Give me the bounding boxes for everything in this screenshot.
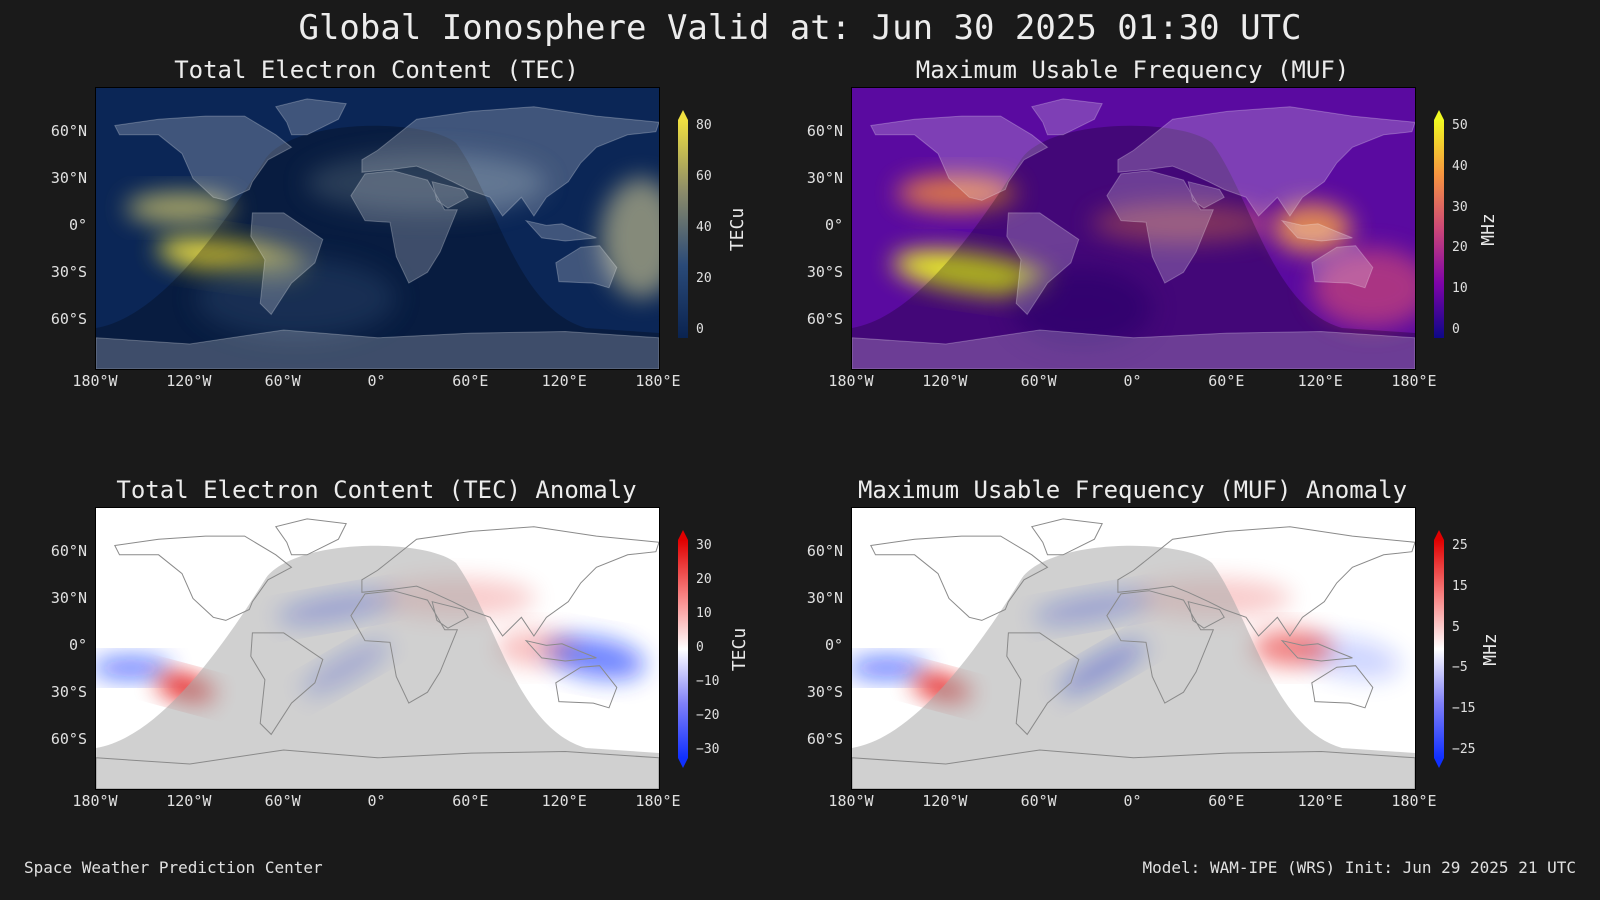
colorbar-tick-label: 20 [696,271,712,286]
lat-tick-label: 60°N [50,542,87,560]
colorbar-tick-label: −15 [1452,701,1476,717]
colorbar-tick-label: −10 [696,674,720,689]
lon-tick-label: 60°W [1020,792,1057,810]
lon-tick-label: 180°W [72,792,118,810]
colorbar-tick-label: 10 [1452,281,1468,297]
colorbar-tick-label: 0 [696,322,704,337]
lat-tick-label: 60°S [806,730,843,748]
lon-tick-label: 60°E [452,792,489,810]
lat-tick-label: 0° [68,636,87,654]
colorbar-tick-label: 60 [696,169,712,184]
lon-tick-label: 60°E [1208,792,1245,810]
lat-tick-label: 60°S [50,310,87,328]
colorbar [1434,530,1444,772]
colorbar-tick-label: 5 [1452,619,1460,635]
lat-tick-label: 30°S [806,263,843,281]
map-image [95,507,660,790]
lon-tick-label: 60°W [264,372,301,390]
lon-tick-label: 180°W [828,792,874,810]
lat-tick-label: 0° [824,216,843,234]
colorbar-tick-label: 15 [1452,578,1468,594]
lon-tick-label: 60°E [1208,372,1245,390]
colorbar-tick-label: −20 [696,708,720,723]
colorbar-tick-label: −5 [1452,660,1468,676]
colorbar-tick-label: −25 [1452,742,1476,757]
lat-tick-label: 30°N [806,589,843,607]
colorbar-tick-label: −30 [696,742,720,757]
lat-tick-label: 60°N [806,542,843,560]
lon-tick-label: 180°W [72,372,118,390]
lat-tick-label: 30°N [50,169,87,187]
lat-tick-label: 60°S [50,730,87,748]
colorbar [678,110,688,352]
lat-tick-label: 0° [824,636,843,654]
colorbar-tick-label: 10 [696,606,712,621]
colorbar-tick-label: 0 [696,640,704,655]
colorbar [678,530,688,772]
lon-tick-label: 180°W [828,372,874,390]
lon-tick-label: 0° [367,372,386,390]
colorbar-unit-label: TECu [729,627,751,672]
colorbar-tick-label: 0 [1452,322,1460,337]
lat-tick-label: 30°S [806,683,843,701]
colorbar [1434,110,1444,352]
lat-tick-label: 60°S [806,310,843,328]
colorbar-tick-label: 80 [696,118,712,133]
colorbar-tick-label: 20 [1452,240,1468,256]
lon-tick-label: 180°E [1391,792,1437,810]
footer-attribution: Space Weather Prediction Center [24,858,323,877]
lon-tick-label: 120°E [541,372,587,390]
lon-tick-label: 0° [1123,792,1142,810]
colorbar-tick-label: 50 [1452,118,1468,133]
lon-tick-label: 180°E [1391,372,1437,390]
lon-tick-label: 180°E [635,792,681,810]
colorbar-tick-label: 40 [1452,158,1468,174]
colorbar-unit-label: MHz [1477,213,1499,246]
panel-title: Total Electron Content (TEC) [174,56,579,84]
map-image [851,507,1416,790]
colorbar-tick-label: 40 [696,220,712,235]
map-image [95,87,660,370]
page-title: Global Ionosphere Valid at: Jun 30 2025 … [298,8,1302,48]
lat-tick-label: 0° [68,216,87,234]
lon-tick-label: 0° [367,792,386,810]
lon-tick-label: 180°E [635,372,681,390]
lat-tick-label: 60°N [50,122,87,140]
lon-tick-label: 120°W [922,372,968,390]
lon-tick-label: 120°W [922,792,968,810]
panel-title: Maximum Usable Frequency (MUF) [915,56,1350,84]
colorbar-tick-label: 30 [696,538,712,553]
footer-model-info: Model: WAM-IPE (WRS) Init: Jun 29 2025 2… [1142,858,1576,877]
lon-tick-label: 120°W [166,372,212,390]
panel-title: Maximum Usable Frequency (MUF) Anomaly [857,476,1408,504]
lat-tick-label: 30°S [50,263,87,281]
map-image [851,87,1416,370]
lon-tick-label: 120°E [541,792,587,810]
colorbar-tick-label: 25 [1452,538,1468,553]
colorbar-tick-label: 20 [696,572,712,587]
colorbar-unit-label: MHz [1479,633,1501,666]
panel-title: Total Electron Content (TEC) Anomaly [116,476,637,504]
lat-tick-label: 30°N [50,589,87,607]
colorbar-tick-label: 30 [1452,199,1468,215]
colorbar-unit-label: TECu [727,207,749,252]
lon-tick-label: 120°E [1297,372,1343,390]
lon-tick-label: 60°W [264,792,301,810]
lon-tick-label: 120°W [166,792,212,810]
lon-tick-label: 60°E [452,372,489,390]
lat-tick-label: 60°N [806,122,843,140]
lon-tick-label: 0° [1123,372,1142,390]
lon-tick-label: 60°W [1020,372,1057,390]
lon-tick-label: 120°E [1297,792,1343,810]
lat-tick-label: 30°S [50,683,87,701]
lat-tick-label: 30°N [806,169,843,187]
